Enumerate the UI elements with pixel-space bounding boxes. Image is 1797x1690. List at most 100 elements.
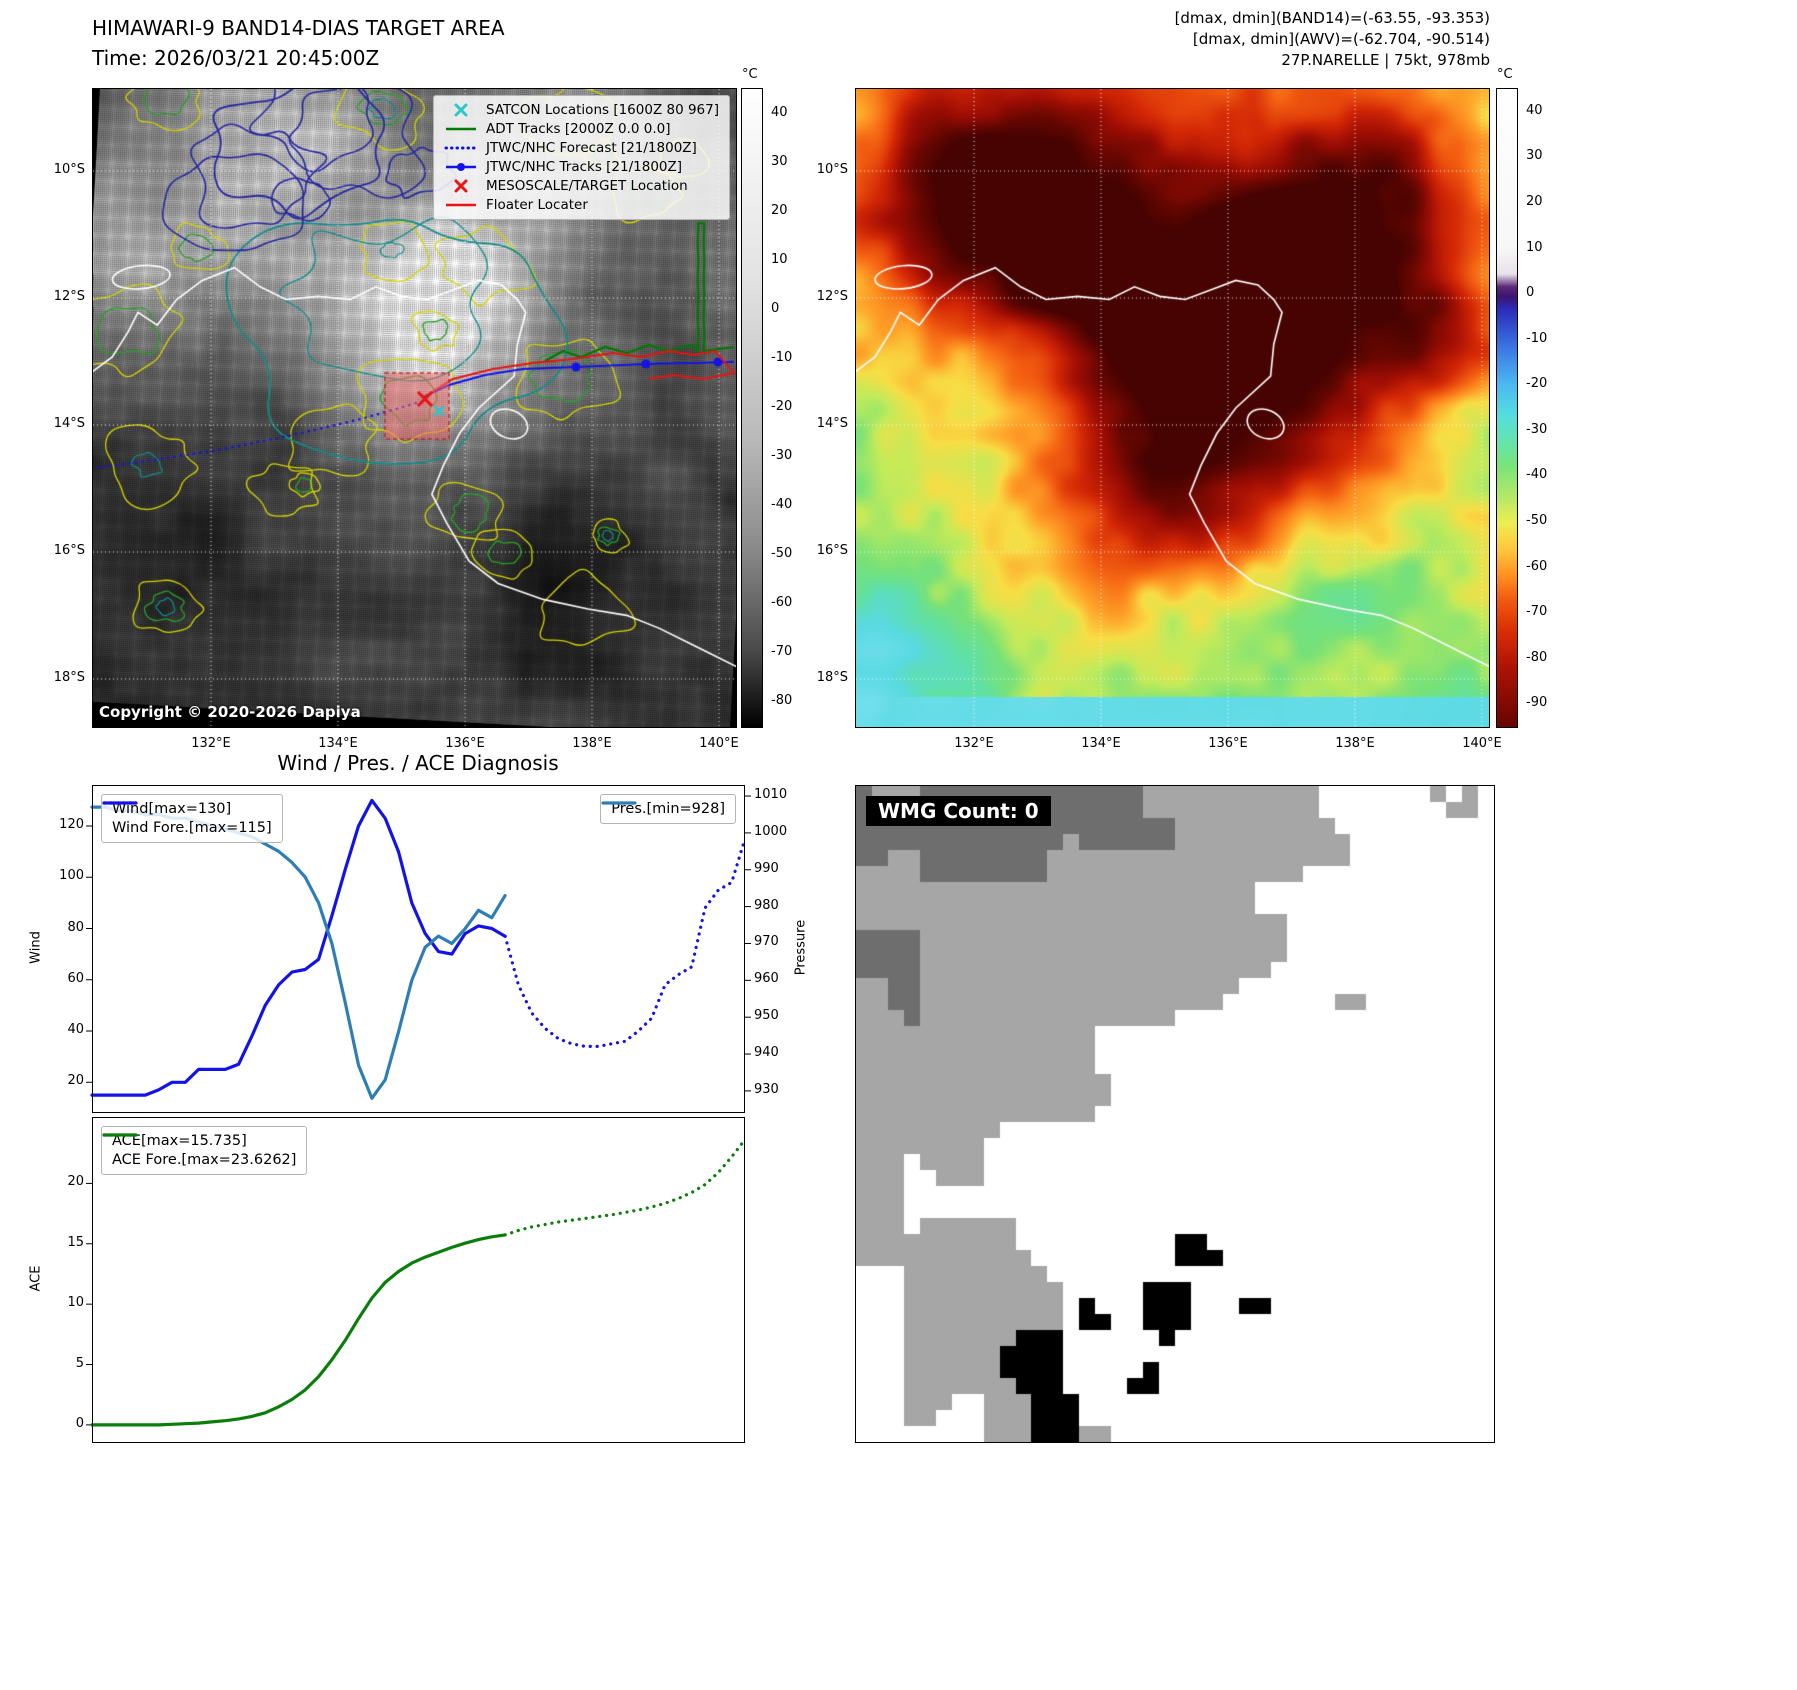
colorbar-tick-label: 0 xyxy=(1526,285,1535,301)
y-tick-label: 15 xyxy=(67,1234,84,1250)
colorbar-tick-label: -70 xyxy=(1526,604,1548,620)
band14-legend: SATCON Locations [1600Z 80 967] ADT Track… xyxy=(433,95,730,220)
legend-label: Wind[max=130] xyxy=(112,801,232,817)
legend-item: MESOSCALE/TARGET Location xyxy=(444,178,719,194)
lon-tick-label: 140°E xyxy=(1462,736,1502,751)
y-tick-label: 20 xyxy=(67,1073,84,1089)
colorbar-tick-label: 30 xyxy=(1526,148,1543,164)
awv-map: 10°S 12°S 14°S 16°S 18°S 132°E 134°E 136°E 138°E… xyxy=(817,88,1502,751)
wind-pressure-chart: 20 40 60 80 100 120 930 940 950 960 970 980 990 1000 1… xyxy=(29,785,809,1113)
legend-marker-icon xyxy=(454,179,468,193)
legend-item: JTWC/NHC Forecast [21/1800Z] xyxy=(444,140,719,156)
awv-header-line-3: 27P.NARELLE | 75kt, 978mb xyxy=(1281,51,1490,69)
colorbar-tick-label: 10 xyxy=(771,251,788,267)
lat-tick-label: 16°S xyxy=(53,543,85,558)
awv-colorbar: °C 40 30 20 10 0 -10 -20 -30 -40 -50 -60 -70 -80 -90 xyxy=(1496,67,1547,728)
awv-colorbar-unit: °C xyxy=(1497,67,1513,82)
colorbar-tick-label: 20 xyxy=(1526,193,1543,209)
chart-series-line xyxy=(503,1138,747,1237)
lon-tick-label: 136°E xyxy=(445,736,485,751)
legend-item: ADT Tracks [2000Z 0.0 0.0] xyxy=(444,121,719,137)
y-tick-label: 930 xyxy=(754,1081,779,1097)
lon-tick-label: 132°E xyxy=(191,736,231,751)
awv-header: [dmax, dmin](BAND14)=(-63.55, -93.353) [… xyxy=(1175,8,1490,71)
legend-item: ACE Fore.[max=23.6262] xyxy=(102,1133,296,1168)
lat-tick-label: 18°S xyxy=(53,670,85,685)
colorbar-tick-label: -30 xyxy=(771,448,793,464)
colorbar-tick-label: -10 xyxy=(1526,330,1548,346)
diagnosis-title: Wind / Pres. / ACE Diagnosis xyxy=(277,751,559,775)
legend-item: SATCON Locations [1600Z 80 967] xyxy=(444,102,719,118)
lat-tick-label: 14°S xyxy=(816,416,848,431)
lon-tick-label: 136°E xyxy=(1208,736,1248,751)
wmg-panel: WMG Count: 0 xyxy=(855,785,1495,1443)
legend-marker-icon xyxy=(601,801,637,805)
chart-canvas xyxy=(86,1117,747,1443)
band14-title: HIMAWARI-9 BAND14-DIAS TARGET AREA xyxy=(92,16,505,40)
chart-frame xyxy=(92,1117,745,1443)
colorbar-tick-label: -60 xyxy=(1526,558,1548,574)
colorbar-tick-label: 40 xyxy=(1526,102,1543,118)
lat-tick-label: 12°S xyxy=(816,289,848,304)
legend-label: MESOSCALE/TARGET Location xyxy=(486,178,688,194)
legend-marker-icon xyxy=(446,163,476,171)
y-tick-label: 1000 xyxy=(754,823,788,839)
legend-marker-icon xyxy=(446,127,476,131)
legend-label: Pres.[min=928] xyxy=(611,801,725,817)
lon-tick-label: 140°E xyxy=(699,736,739,751)
y-axis-label-right: Pressure xyxy=(793,919,809,976)
lon-tick-label: 134°E xyxy=(318,736,358,751)
y-tick-label: 980 xyxy=(754,897,779,913)
legend-label: JTWC/NHC Forecast [21/1800Z] xyxy=(486,140,697,156)
chart-frame xyxy=(92,785,745,1113)
copyright-text: Copyright © 2020-2026 Dapiya xyxy=(99,703,361,721)
colorbar-tick-label: -10 xyxy=(771,349,793,365)
y-axis-label-left: Wind xyxy=(28,931,44,964)
legend-marker-icon xyxy=(446,203,476,207)
legend-label: Floater Locater xyxy=(486,197,588,213)
awv-header-line-2: [dmax, dmin](AWV)=(-62.704, -90.514) xyxy=(1192,30,1490,48)
y-tick-label: 990 xyxy=(754,860,779,876)
colorbar-tick-label: -70 xyxy=(771,644,793,660)
legend-label: ACE[max=15.735] xyxy=(112,1133,247,1149)
chart-legend-right: Pres.[min=928] xyxy=(600,794,736,824)
y-tick-label: 970 xyxy=(754,934,779,950)
wmg-count-chip: WMG Count: 0 xyxy=(866,796,1051,826)
awv-satellite-image xyxy=(856,89,1489,727)
y-tick-label: 40 xyxy=(67,1022,84,1037)
y-tick-label: 60 xyxy=(67,970,84,986)
lon-tick-label: 138°E xyxy=(572,736,612,751)
awv-colorbar-gradient xyxy=(1497,89,1517,727)
legend-item: ACE[max=15.735] xyxy=(102,1133,296,1149)
awv-header-line-1: [dmax, dmin](BAND14)=(-63.55, -93.353) xyxy=(1174,9,1490,27)
y-tick-label: 940 xyxy=(754,1045,779,1061)
y-tick-label: 100 xyxy=(59,868,84,884)
band14-colorbar-unit: °C xyxy=(742,67,758,82)
y-tick-label: 80 xyxy=(67,919,84,935)
y-tick-label: 5 xyxy=(75,1355,84,1371)
y-tick-label: 10 xyxy=(67,1295,84,1311)
colorbar-tick-label: -50 xyxy=(771,546,793,562)
lat-tick-label: 10°S xyxy=(816,162,848,177)
colorbar-tick-label: -20 xyxy=(771,399,793,414)
lat-tick-label: 12°S xyxy=(53,289,85,304)
legend-label: Wind Fore.[max=115] xyxy=(112,820,272,836)
colorbar-tick-label: 0 xyxy=(771,300,780,316)
ace-chart: 0 5 10 15 20 ACE[max=15.735] ACE Fore.[max=23.… xyxy=(29,1117,747,1443)
wmg-grid-image xyxy=(856,786,1494,1442)
colorbar-tick-label: 40 xyxy=(771,104,788,120)
lat-tick-label: 16°S xyxy=(816,543,848,558)
colorbar-tick-label: -30 xyxy=(1526,421,1548,437)
legend-item: Wind Fore.[max=115] xyxy=(102,801,272,836)
colorbar-tick-label: 20 xyxy=(771,202,788,218)
colorbar-tick-label: -90 xyxy=(1526,695,1548,711)
lat-tick-label: 18°S xyxy=(816,670,848,685)
y-axis-label-left: ACE xyxy=(28,1265,44,1292)
band14-colorbar: °C 40 30 20 10 0 -10 -20 -30 -40 -50 -60 -70 -80 xyxy=(741,67,792,728)
legend-item: JTWC/NHC Tracks [21/1800Z] xyxy=(444,159,719,175)
colorbar-tick-label: -80 xyxy=(771,693,793,709)
colorbar-tick-label: -20 xyxy=(1526,376,1548,392)
y-tick-label: 950 xyxy=(754,1008,779,1024)
y-tick-label: 120 xyxy=(59,817,84,832)
